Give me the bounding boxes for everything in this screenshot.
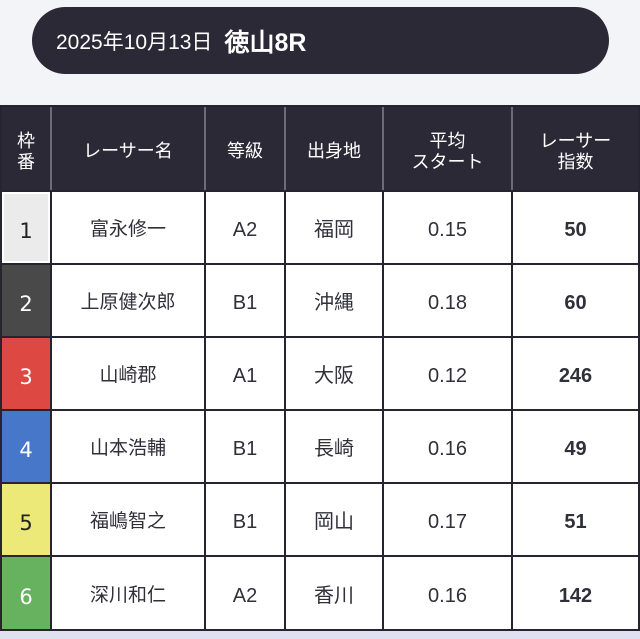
cell-origin-row4: 長崎 [286,409,384,483]
column-header-label: レーサー 指数 [540,131,612,173]
column-header-line: 出身地 [307,141,361,161]
cell-avg_start-row6: 0.16 [384,555,513,629]
column-header-line: 等級 [227,141,263,161]
cell-name-row4: 山本浩輔 [52,409,206,483]
column-header-grade: 等級 [206,107,286,190]
cell-grade-row4: B1 [206,409,286,483]
race-name: 徳山8R [224,28,307,57]
cell-index-row4: 49 [513,409,638,483]
cell-waku-row4: 4 [2,409,52,483]
column-header-line: 番 [17,151,35,172]
cell-index-row3: 246 [513,336,638,410]
column-header-name: レーサー名 [52,107,206,190]
cell-name-row5: 福嶋智之 [52,482,206,556]
column-header-waku: 枠番 [2,107,52,190]
cell-name-row1: 富永修一 [52,190,206,264]
cell-grade-row2: B1 [206,263,286,337]
cell-grade-row5: B1 [206,482,286,556]
racer-table: 枠番レーサー名 等級 出身地 平均 スタート レーサー 指数 1 富永修一 A2 福岡 0.15 50 2… [0,105,640,631]
cell-name-row2: 上原健次郎 [52,263,206,337]
cell-waku-row1: 1 [2,190,52,264]
cell-waku-row6: 6 [2,555,52,629]
race-header-pill: 2025年10月13日 徳山8R [32,7,609,74]
cell-name-row3: 山崎郡 [52,336,206,410]
column-header-label: 等級 [227,141,263,162]
cell-index-row1: 50 [513,190,638,264]
cell-waku-row3: 3 [2,336,52,410]
cell-origin-row6: 香川 [286,555,384,629]
cell-index-row2: 60 [513,263,638,337]
cell-grade-row6: A2 [206,555,286,629]
cell-index-row6: 142 [513,555,638,629]
cell-origin-row2: 沖縄 [286,263,384,337]
cell-origin-row3: 大阪 [286,336,384,410]
column-header-label: 枠番 [17,131,35,173]
cell-avg_start-row2: 0.18 [384,263,513,337]
column-header-line: レーサー [539,130,612,151]
cell-avg_start-row5: 0.17 [384,482,513,556]
column-header-avg_start: 平均 スタート [384,107,513,190]
column-header-line: 平均 [429,130,466,151]
race-date: 2025年10月13日 [56,30,213,54]
cell-origin-row1: 福岡 [286,190,384,264]
cell-waku-row5: 5 [2,482,52,556]
page-bottom-background [0,630,640,639]
column-header-line: レーサー名 [83,141,173,161]
column-header-line: 枠 [17,130,35,151]
cell-grade-row3: A1 [206,336,286,410]
column-header-label: 平均 スタート [412,131,484,173]
column-header-line: 指数 [557,151,594,172]
cell-index-row5: 51 [513,482,638,556]
cell-avg_start-row1: 0.15 [384,190,513,264]
column-header-origin: 出身地 [286,107,384,190]
cell-avg_start-row4: 0.16 [384,409,513,483]
cell-name-row6: 深川和仁 [52,555,206,629]
cell-waku-row2: 2 [2,263,52,337]
column-header-label: レーサー名 [83,141,173,162]
cell-origin-row5: 岡山 [286,482,384,556]
page-top-background: 2025年10月13日 徳山8R [0,0,640,105]
cell-avg_start-row3: 0.12 [384,336,513,410]
cell-grade-row1: A2 [206,190,286,264]
column-header-index: レーサー 指数 [513,107,638,190]
column-header-line: スタート [411,151,484,172]
column-header-label: 出身地 [307,141,361,162]
